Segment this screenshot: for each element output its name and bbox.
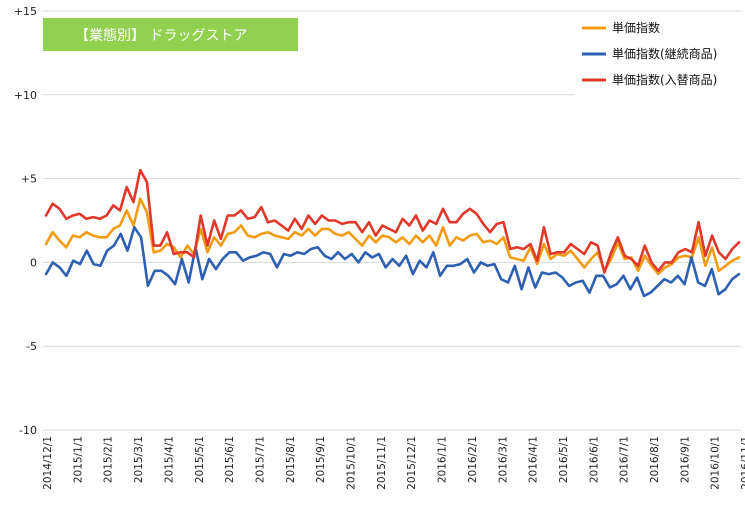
x-tick-label: 2015/2/1 bbox=[103, 436, 115, 483]
y-tick-label: 0 bbox=[30, 256, 37, 269]
x-tick-label: 2015/4/1 bbox=[163, 436, 175, 483]
x-tick-label: 2015/9/1 bbox=[315, 436, 327, 483]
gridlines bbox=[43, 10, 741, 431]
x-tick-label: 2015/5/1 bbox=[194, 436, 206, 483]
legend-label: 単価指数 bbox=[612, 20, 660, 35]
legend-label: 単価指数(入替商品) bbox=[612, 72, 717, 87]
x-tick-label: 2016/11/1 bbox=[740, 436, 745, 490]
x-tick-label: 2016/1/1 bbox=[437, 436, 449, 483]
legend-label: 単価指数(継続商品) bbox=[612, 46, 717, 61]
y-tick-label: +10 bbox=[14, 89, 37, 102]
x-tick-label: 2016/9/1 bbox=[679, 436, 691, 483]
x-tick-label: 2016/5/1 bbox=[558, 436, 570, 483]
x-tick-label: 2015/8/1 bbox=[285, 436, 297, 483]
x-tick-label: 2016/6/1 bbox=[588, 436, 600, 483]
series-line-3 bbox=[44, 168, 741, 274]
series-line-2 bbox=[44, 225, 741, 298]
y-tick-label: +15 bbox=[14, 5, 37, 18]
x-tick-label: 2015/6/1 bbox=[224, 436, 236, 483]
y-axis-ticks: +15 +10 +5 0 -5 -10 bbox=[14, 5, 37, 437]
x-tick-label: 2015/11/1 bbox=[376, 436, 388, 490]
x-axis-ticks: 2014/12/1 2015/1/1 2015/2/1 2015/3/1 2015/4/… bbox=[42, 436, 745, 490]
x-tick-label: 2016/2/1 bbox=[467, 436, 479, 483]
y-tick-label: +5 bbox=[21, 173, 37, 186]
x-tick-label: 2016/8/1 bbox=[649, 436, 661, 483]
x-tick-label: 2015/3/1 bbox=[133, 436, 145, 483]
x-tick-label: 2015/10/1 bbox=[346, 436, 358, 490]
x-tick-label: 2015/1/1 bbox=[72, 436, 84, 483]
series-lines bbox=[44, 168, 741, 298]
x-tick-label: 2015/7/1 bbox=[254, 436, 266, 483]
title-background bbox=[43, 18, 298, 51]
y-tick-label: -10 bbox=[19, 424, 37, 437]
x-tick-label: 2016/3/1 bbox=[497, 436, 509, 483]
chart-title: 【業態別】 ドラッグストア bbox=[75, 28, 247, 44]
x-tick-label: 2014/12/1 bbox=[42, 436, 54, 490]
x-tick-label: 2015/12/1 bbox=[406, 436, 418, 490]
chart-title-box: 【業態別】 ドラッグストア bbox=[43, 18, 298, 51]
x-tick-label: 2016/4/1 bbox=[528, 436, 540, 483]
y-tick-label: -5 bbox=[26, 340, 37, 353]
x-tick-label: 2016/10/1 bbox=[710, 436, 722, 490]
x-tick-label: 2016/7/1 bbox=[619, 436, 631, 483]
